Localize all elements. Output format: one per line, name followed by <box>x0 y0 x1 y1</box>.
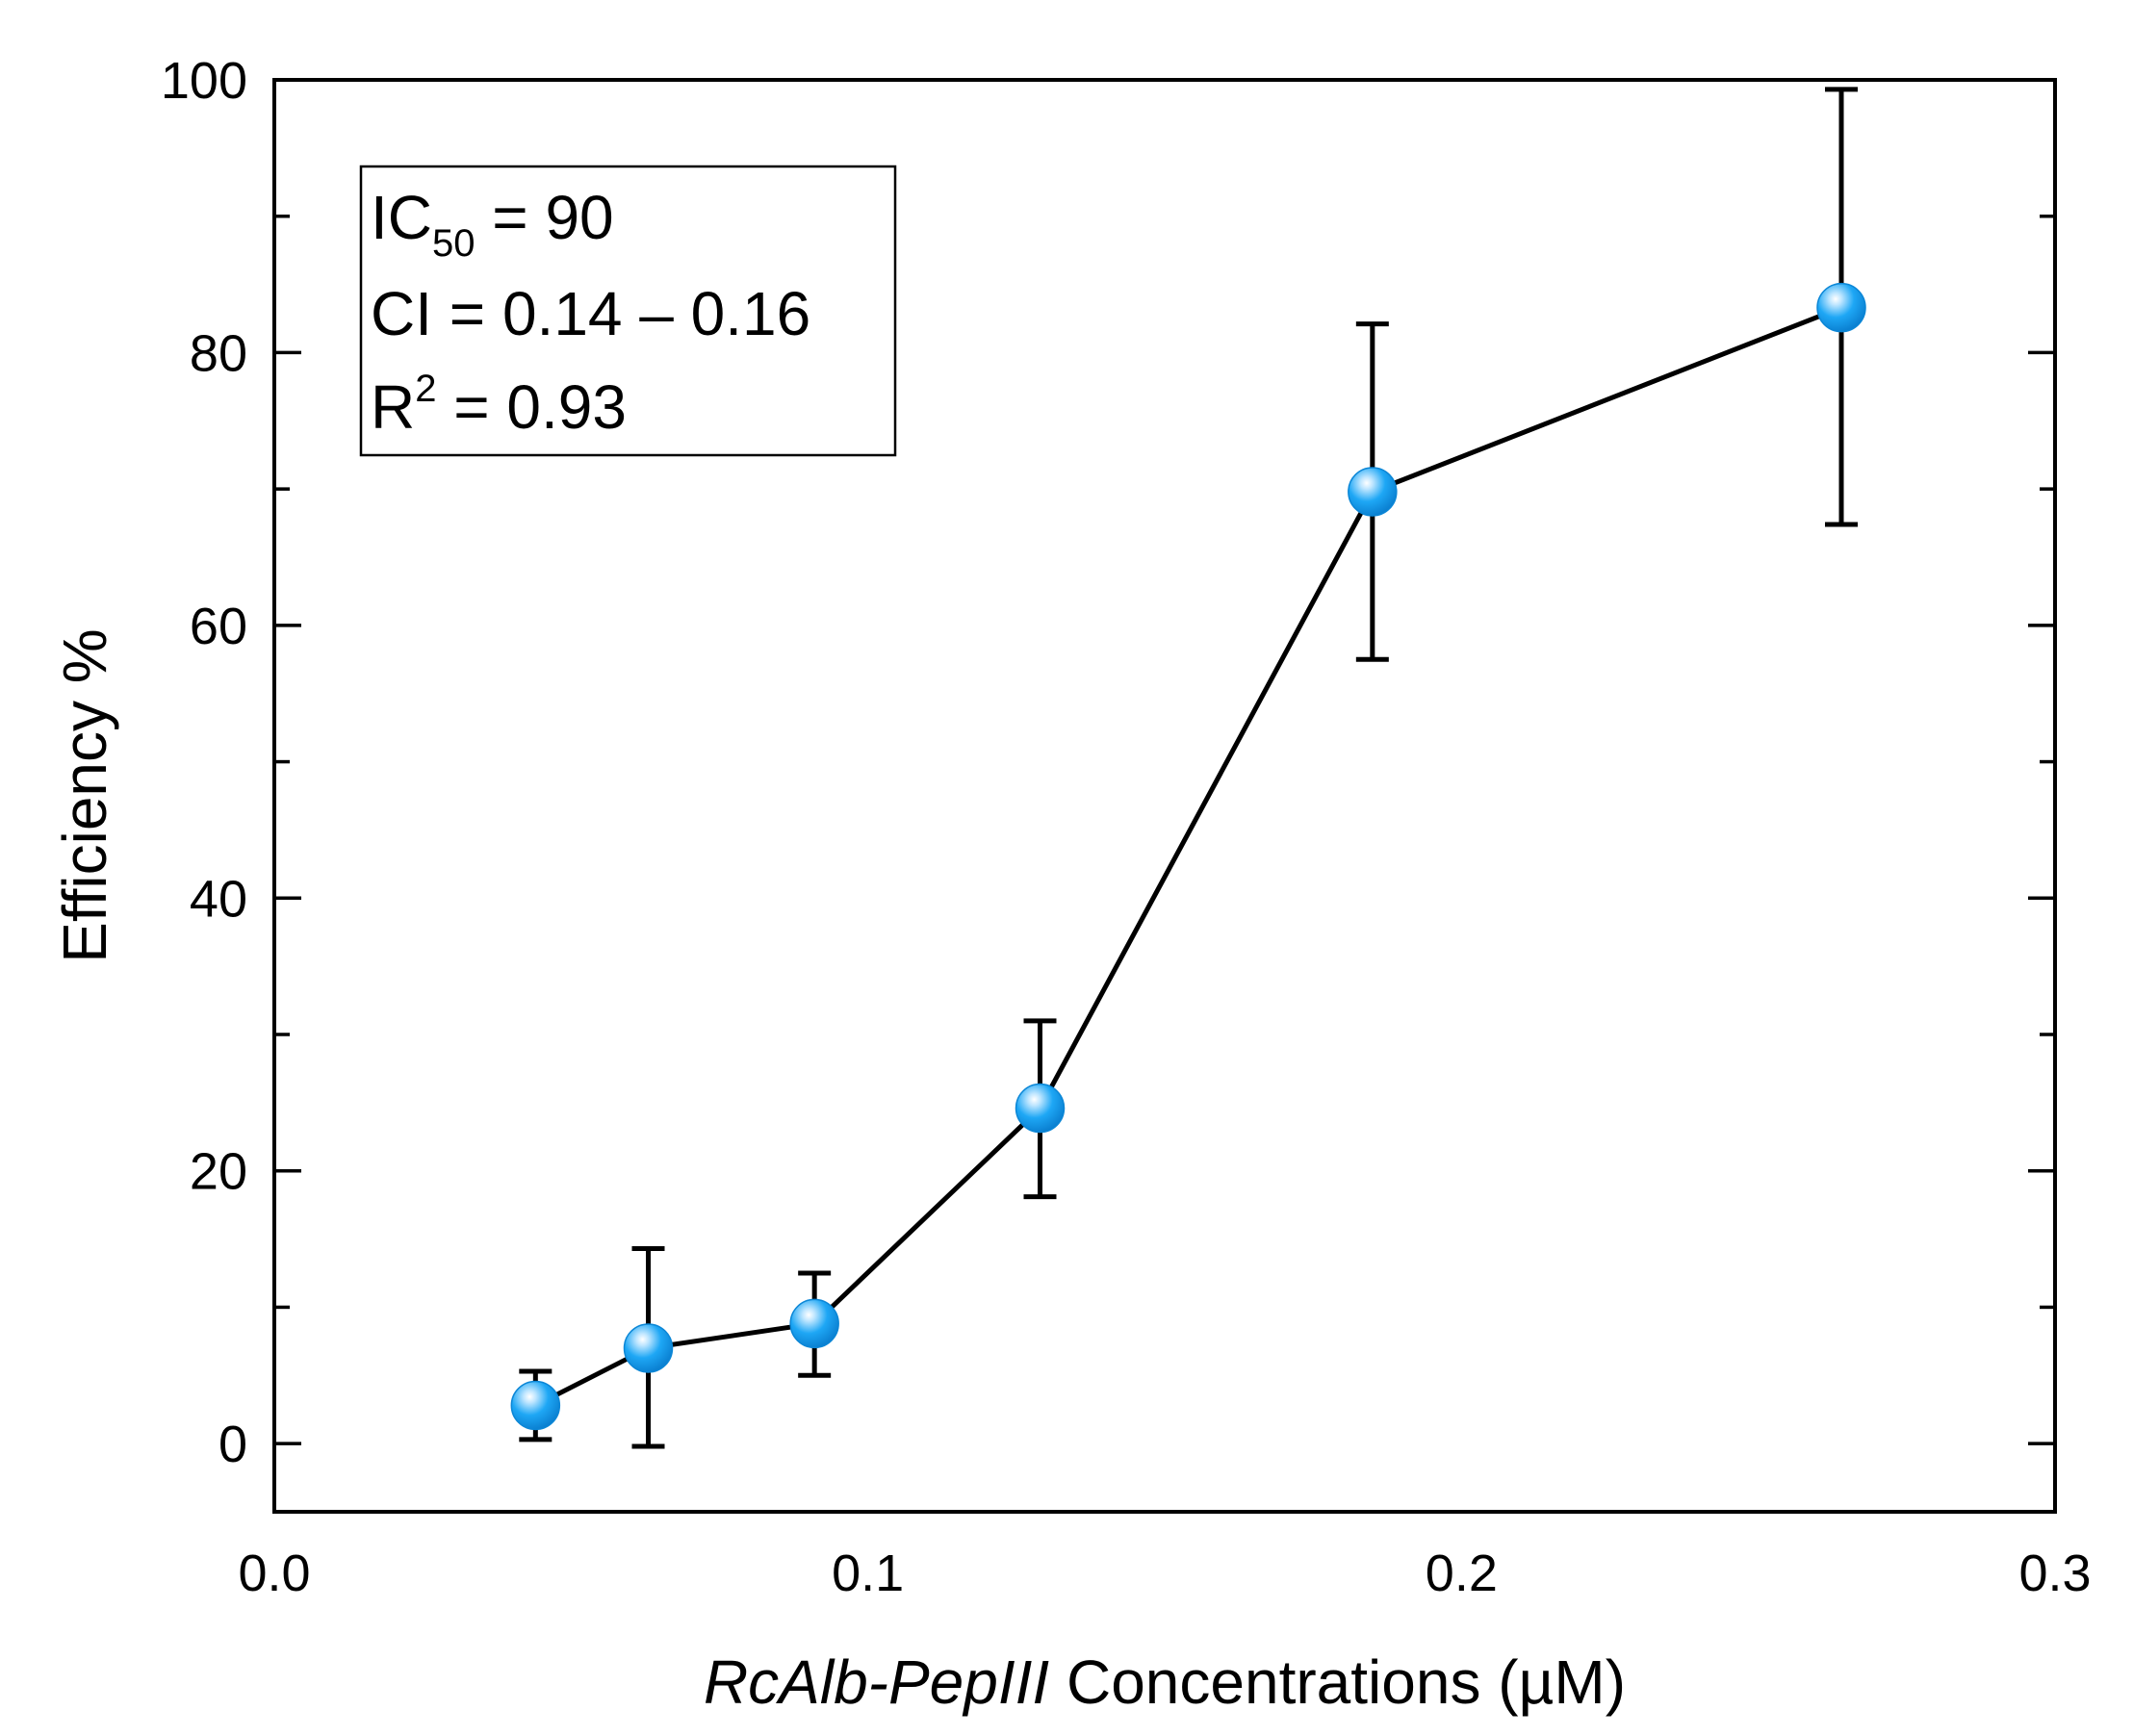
data-point <box>789 1298 839 1349</box>
stats-box-frame <box>359 165 897 457</box>
data-point <box>623 1323 674 1373</box>
x-tick-label: 0.0 <box>238 1545 310 1602</box>
y-tick-label: 60 <box>190 598 247 655</box>
x-tick-label: 0.3 <box>2018 1545 2091 1602</box>
r2-text: R2 = 0.93 <box>371 368 627 442</box>
data-point <box>1348 467 1398 517</box>
data-point <box>1015 1083 1066 1134</box>
data-point <box>510 1380 561 1431</box>
x-axis: 0.0 0.1 0.2 0.3 <box>238 1545 2091 1602</box>
x-axis-label: RcAlb-PepIII Concentrations (µM) <box>704 1647 1626 1717</box>
x-tick-label: 0.1 <box>832 1545 904 1602</box>
stats-box: IC50 = 90 CI = 0.14 – 0.16 R2 = 0.93 <box>359 165 897 457</box>
ci-text: CI = 0.14 – 0.16 <box>371 279 810 348</box>
y-tick-label: 100 <box>161 52 247 110</box>
series-line <box>534 305 1842 1408</box>
plot-frame <box>272 78 2057 1514</box>
y-axis: 0 20 40 60 80 100 <box>161 52 2055 1473</box>
y-tick-label: 20 <box>190 1143 247 1201</box>
x-tick-label: 0.2 <box>1426 1545 1498 1602</box>
y-tick-label: 0 <box>218 1416 247 1473</box>
y-tick-label: 80 <box>190 324 247 382</box>
data-series <box>510 87 1866 1449</box>
data-point <box>1816 282 1866 333</box>
ic50-text: IC50 = 90 <box>371 183 614 265</box>
y-tick-label: 40 <box>190 870 247 928</box>
y-axis-label: Efficiency % <box>50 628 119 962</box>
